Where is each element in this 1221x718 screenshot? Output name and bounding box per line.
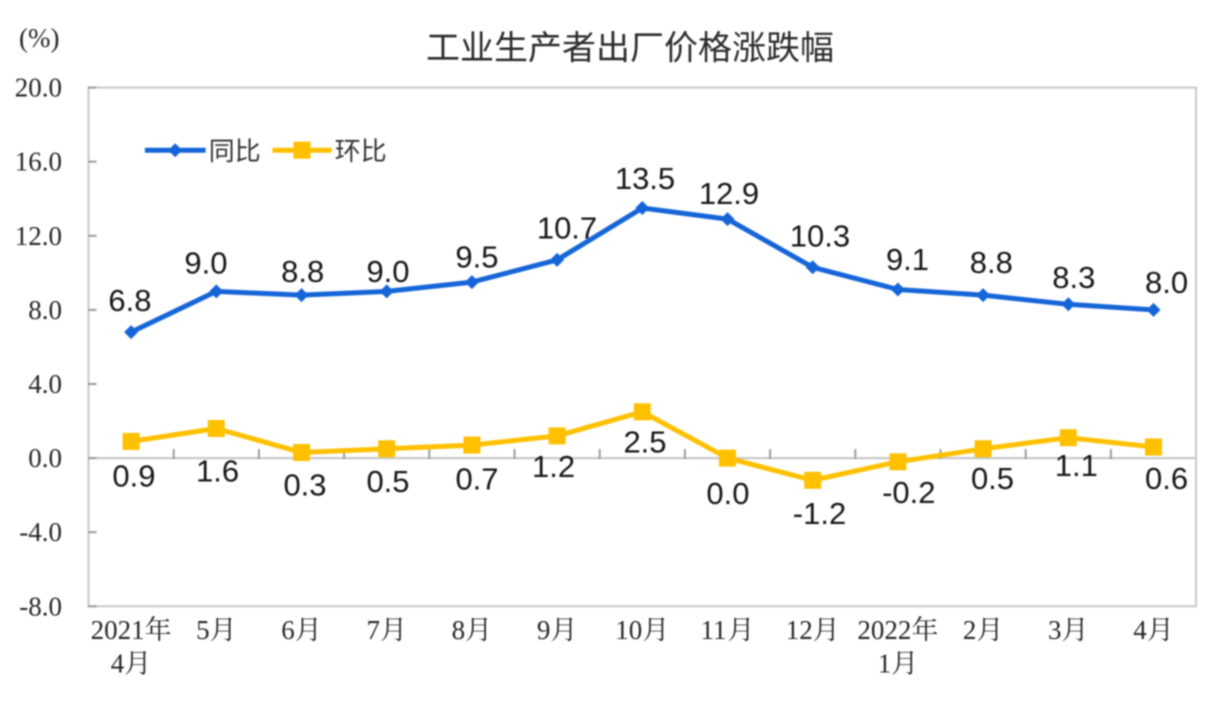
svg-text:11: 11	[701, 615, 727, 645]
svg-text:9: 9	[537, 615, 551, 645]
svg-text:20.0: 20.0	[15, 73, 62, 103]
svg-text:0.3: 0.3	[283, 468, 326, 503]
svg-text:9.0: 9.0	[366, 254, 409, 289]
svg-text:12.9: 12.9	[699, 176, 759, 211]
svg-text:0.0: 0.0	[706, 476, 749, 511]
svg-text:(%): (%)	[19, 23, 59, 53]
svg-text:2.5: 2.5	[623, 425, 666, 460]
svg-text:8.0: 8.0	[28, 295, 62, 325]
svg-text:-8.0: -8.0	[19, 591, 62, 621]
svg-text:-0.2: -0.2	[882, 475, 935, 510]
svg-text:1.6: 1.6	[196, 454, 239, 489]
svg-text:6: 6	[281, 615, 295, 645]
svg-text:13.5: 13.5	[615, 161, 675, 196]
svg-text:4: 4	[111, 649, 125, 679]
svg-text:8.8: 8.8	[281, 254, 324, 289]
svg-text:12: 12	[786, 615, 813, 645]
svg-text:2021: 2021	[91, 615, 145, 645]
svg-text:6.8: 6.8	[108, 283, 151, 318]
svg-text:1: 1	[878, 649, 892, 679]
svg-text:0.5: 0.5	[971, 461, 1014, 496]
svg-text:0.7: 0.7	[455, 462, 498, 497]
svg-text:12.0: 12.0	[15, 221, 62, 251]
svg-text:8.8: 8.8	[970, 245, 1013, 280]
svg-text:16.0: 16.0	[15, 147, 62, 177]
svg-text:8.0: 8.0	[1145, 265, 1188, 300]
svg-text:3: 3	[1048, 615, 1062, 645]
svg-text:0.5: 0.5	[366, 464, 409, 499]
svg-text:-4.0: -4.0	[19, 517, 62, 547]
svg-text:0.6: 0.6	[1145, 461, 1188, 496]
svg-text:2: 2	[963, 615, 977, 645]
svg-text:9.0: 9.0	[184, 245, 227, 280]
svg-text:1.2: 1.2	[532, 449, 575, 484]
svg-text:9.1: 9.1	[886, 242, 929, 277]
svg-text:4: 4	[1133, 615, 1147, 645]
svg-text:0.9: 0.9	[112, 459, 155, 494]
svg-text:9.5: 9.5	[455, 240, 498, 275]
svg-text:10.3: 10.3	[790, 219, 850, 254]
svg-text:8.3: 8.3	[1052, 260, 1095, 295]
svg-text:10.7: 10.7	[537, 210, 597, 245]
svg-text:5: 5	[196, 615, 210, 645]
svg-text:0.0: 0.0	[28, 443, 62, 473]
svg-text:10: 10	[615, 615, 642, 645]
svg-text:1.1: 1.1	[1055, 448, 1098, 483]
svg-text:-1.2: -1.2	[793, 496, 846, 531]
svg-text:7: 7	[367, 615, 381, 645]
svg-text:2022: 2022	[857, 615, 911, 645]
svg-text:4.0: 4.0	[28, 369, 62, 399]
svg-text:8: 8	[452, 615, 466, 645]
